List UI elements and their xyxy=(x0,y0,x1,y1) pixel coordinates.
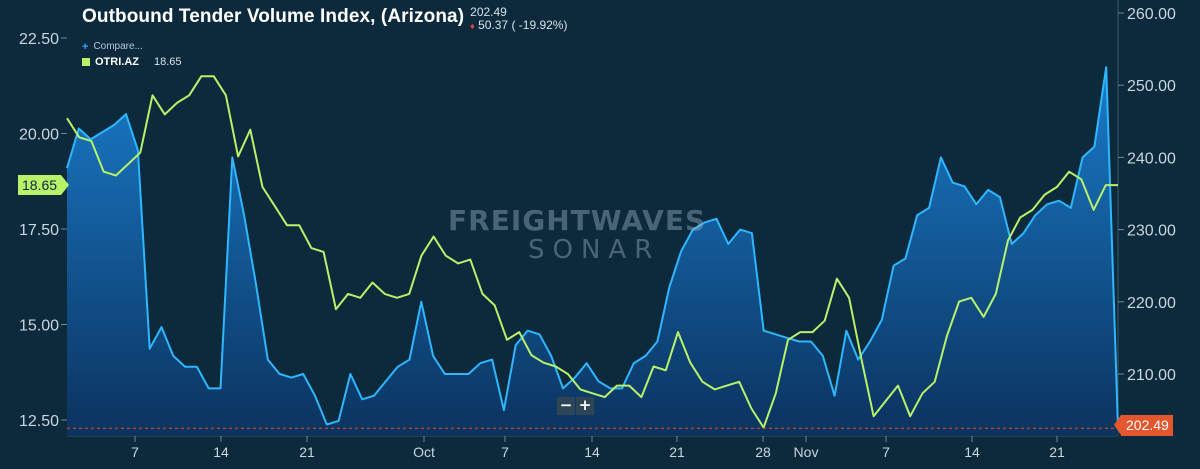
left-axis: 22.50 20.00 17.50 15.00 12.50 xyxy=(19,31,67,430)
otri-line xyxy=(66,75,1118,429)
x-tick-label: 7 xyxy=(501,444,509,460)
down-arrow-icon: ♦ xyxy=(470,21,475,31)
right-tick-label: 240.00 xyxy=(1127,150,1176,167)
chart-title: Outbound Tender Volume Index, (Arizona) xyxy=(82,6,465,27)
x-tick-label: Oct xyxy=(413,444,435,460)
chart-header: Outbound Tender Volume Index, (Arizona) … xyxy=(82,6,567,33)
left-tick-label: 12.50 xyxy=(19,413,59,430)
header-change-value: 50.37 ( -19.92%) xyxy=(478,18,568,32)
right-tick-label: 250.00 xyxy=(1127,78,1176,95)
compare-label: Compare... xyxy=(93,41,143,52)
otvi-line xyxy=(66,66,1119,429)
header-values: 202.49 ♦ 50.37 ( -19.92%) xyxy=(470,6,567,33)
compare-button[interactable]: + Compare... xyxy=(82,39,182,54)
zoom-in-button[interactable]: + xyxy=(576,397,594,415)
x-tick-label: 14 xyxy=(213,444,229,460)
otri-series xyxy=(66,75,1118,429)
x-tick-label: 21 xyxy=(299,444,315,460)
zoom-out-button[interactable]: − xyxy=(557,397,575,415)
x-tick-label: 14 xyxy=(964,444,980,460)
x-tick-label: 21 xyxy=(1049,444,1065,460)
x-tick-label: 7 xyxy=(131,444,139,460)
x-tick-label: 7 xyxy=(882,444,890,460)
right-axis: 260.00 250.00 240.00 230.00 220.00 210.00 xyxy=(1118,6,1176,384)
left-tick-label: 15.00 xyxy=(19,318,59,335)
plus-icon: + xyxy=(82,40,89,53)
right-tick-label: 220.00 xyxy=(1127,295,1176,312)
left-value-badge: 18.65 xyxy=(18,175,70,195)
x-axis: 7 14 21 Oct 7 14 21 28 Nov 7 14 21 xyxy=(131,436,1065,460)
right-value-badge: 202.49 xyxy=(1114,415,1173,436)
zoom-controls: − + xyxy=(557,397,594,415)
legend-series-name: OTRI.AZ xyxy=(95,55,139,68)
x-tick-label: Nov xyxy=(794,444,819,460)
x-tick-label: 14 xyxy=(584,444,600,460)
left-tick-label: 22.50 xyxy=(19,31,59,48)
left-tick-label: 17.50 xyxy=(19,222,59,239)
right-tick-label: 210.00 xyxy=(1127,367,1176,384)
right-tick-label: 260.00 xyxy=(1127,6,1176,23)
header-current-value: 202.49 xyxy=(470,5,507,19)
legend-series-value: 18.65 xyxy=(154,55,182,68)
otvi-area-fill xyxy=(67,67,1118,436)
x-tick-label: 21 xyxy=(669,444,685,460)
legend-item-otri[interactable]: OTRI.AZ 18.65 xyxy=(82,54,182,69)
x-tick-label: 28 xyxy=(755,444,771,460)
otvi-series xyxy=(66,66,1119,436)
right-tick-label: 230.00 xyxy=(1127,223,1176,240)
legend-swatch xyxy=(82,57,90,66)
header-change: ♦ 50.37 ( -19.92%) xyxy=(470,19,567,33)
left-tick-label: 20.00 xyxy=(19,127,59,144)
legend: + Compare... OTRI.AZ 18.65 xyxy=(82,39,182,69)
